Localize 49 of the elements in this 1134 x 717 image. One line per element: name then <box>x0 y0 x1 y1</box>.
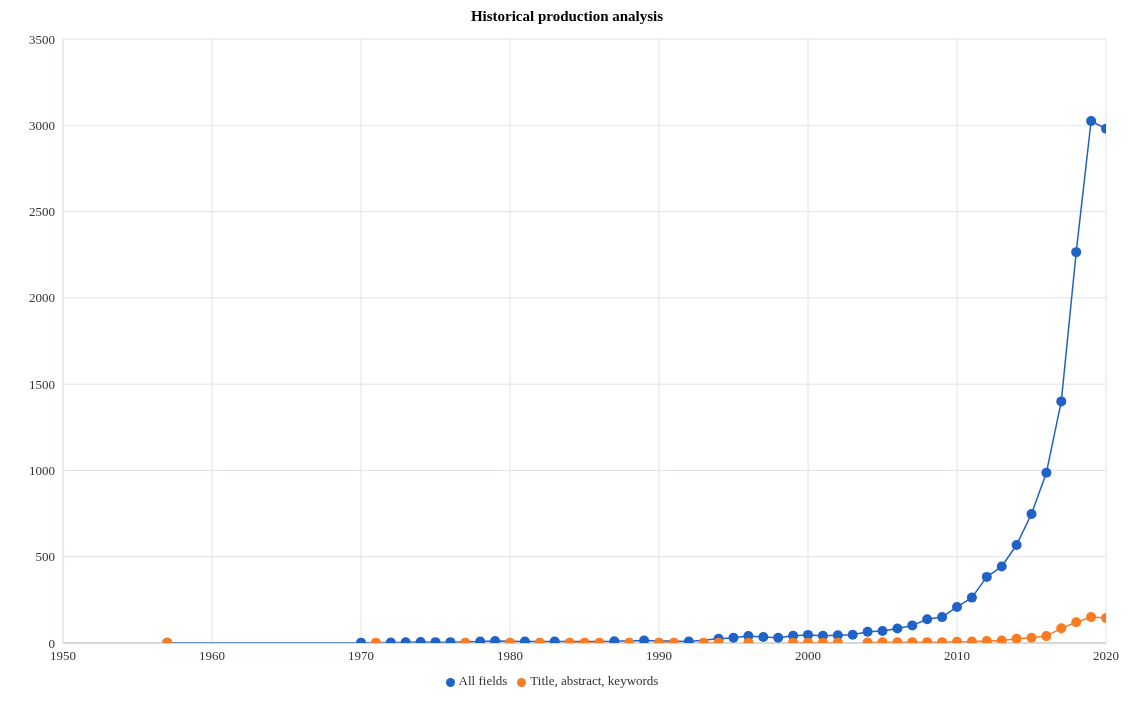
point <box>1011 633 1022 643</box>
point <box>1026 632 1037 643</box>
point <box>1041 467 1052 478</box>
y-tick-label: 2500 <box>29 204 55 220</box>
point <box>907 620 918 631</box>
point <box>1026 508 1037 519</box>
point <box>892 623 903 634</box>
x-tick-label: 2010 <box>944 648 970 664</box>
point <box>1086 115 1097 126</box>
y-tick-label: 0 <box>48 635 55 651</box>
x-tick-label: 1980 <box>497 648 523 664</box>
point <box>1086 612 1097 623</box>
x-tick-label: 1950 <box>50 648 76 664</box>
y-tick-label: 3000 <box>29 117 55 133</box>
y-tick-label: 500 <box>35 549 55 565</box>
point <box>981 635 992 643</box>
point <box>1056 623 1067 634</box>
point <box>922 614 933 625</box>
y-tick-label: 2000 <box>29 290 55 306</box>
point <box>1056 396 1067 407</box>
point <box>996 561 1007 572</box>
point <box>937 612 948 623</box>
point <box>773 632 784 643</box>
y-tick-label: 1500 <box>29 376 55 392</box>
legend-label: All fields <box>458 673 508 688</box>
point <box>639 635 650 643</box>
point <box>490 635 501 643</box>
point <box>728 632 739 643</box>
point <box>1041 631 1052 642</box>
chart-title: Historical production analysis <box>469 8 665 25</box>
y-tick-label: 3500 <box>29 31 55 47</box>
y-tick-label: 1000 <box>29 463 55 479</box>
x-tick-label: 1990 <box>646 648 672 664</box>
point <box>952 601 962 612</box>
x-tick-label: 1960 <box>199 648 225 664</box>
point <box>877 625 888 636</box>
point <box>981 571 992 582</box>
point <box>847 629 858 640</box>
point <box>758 631 769 642</box>
point <box>1011 539 1022 550</box>
legend-label: Title, abstract, keywords <box>530 673 659 688</box>
point <box>862 626 873 637</box>
x-tick-label: 2000 <box>795 648 821 664</box>
x-tick-label: 2020 <box>1093 648 1119 664</box>
point <box>1071 247 1082 258</box>
point <box>996 635 1007 643</box>
point <box>1071 617 1082 628</box>
point <box>966 592 977 603</box>
x-tick-label: 1970 <box>348 648 374 664</box>
